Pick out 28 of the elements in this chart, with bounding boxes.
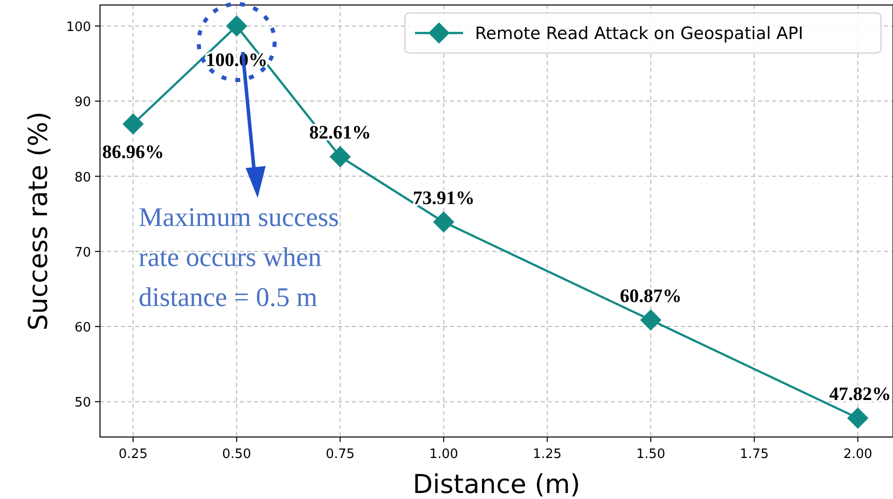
x-tick-label: 1.25 <box>532 447 562 462</box>
x-tick-label: 1.00 <box>429 447 458 462</box>
data-label: 73.91% <box>412 188 475 210</box>
point <box>226 15 248 37</box>
x-tick-label: 2.00 <box>843 447 872 462</box>
y-tick-label: 80 <box>74 170 91 186</box>
x-axis-title: Distance (m) <box>412 470 580 499</box>
y-tick-label: 50 <box>74 396 91 411</box>
annotation: Maximum success rate occurs when distance = 0.5 m <box>138 202 339 312</box>
x-tick-label: 0.25 <box>118 447 148 462</box>
point <box>847 407 868 429</box>
data-label: 47.82% <box>829 384 891 406</box>
point <box>122 113 144 135</box>
legend-label: Remote Read Attack on Geospatial API <box>475 24 804 44</box>
y-axis-title: Success rate (%) <box>24 112 54 330</box>
x-tick-label: 1.50 <box>636 447 666 462</box>
x-tick-label: 1.75 <box>740 447 769 462</box>
point <box>433 211 454 233</box>
point <box>330 146 351 168</box>
data-label: 60.87% <box>620 286 682 308</box>
x-tick-label: 0.50 <box>222 447 252 462</box>
point <box>640 309 662 331</box>
y-tick-label: 100 <box>66 20 91 36</box>
data-label: 86.96% <box>102 142 164 164</box>
y-tick-label: 90 <box>74 95 91 110</box>
y-tick-label: 60 <box>74 320 91 336</box>
y-tick-label: 70 <box>74 245 91 260</box>
x-tick-label: 0.75 <box>326 447 355 462</box>
